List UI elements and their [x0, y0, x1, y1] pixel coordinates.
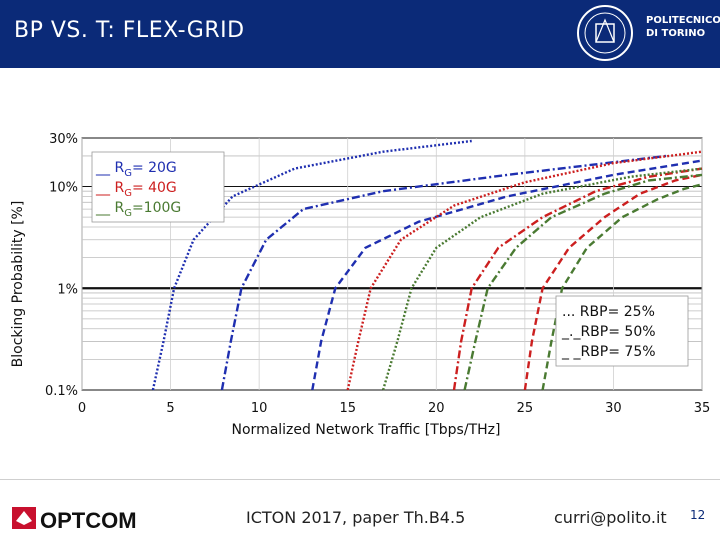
color-legend-entry: __ RG= 20G — [95, 160, 177, 179]
style-legend-box — [555, 295, 689, 367]
slide-header: BP VS. T: FLEX-GRID POLITECNICO DI TORIN… — [0, 0, 720, 68]
x-tick-label: 20 — [428, 401, 445, 416]
series-line-100G-dot — [381, 167, 703, 391]
y-tick-label: 10% — [49, 181, 78, 196]
series-line-100G-dash — [541, 183, 703, 391]
slide-title: BP VS. T: FLEX-GRID — [14, 18, 245, 43]
color-legend-entry: __ RG= 40G — [95, 180, 177, 199]
series-line-40G-dot — [346, 150, 703, 391]
x-tick-label: 5 — [166, 401, 174, 416]
series-line-20G-dashdot — [220, 154, 667, 391]
y-axis-label: Blocking Probability [%] — [10, 201, 26, 368]
series-line-100G-dashdot — [463, 173, 703, 391]
footer-divider — [0, 479, 720, 480]
y-tick-label: 1% — [57, 282, 78, 297]
x-axis-label: Normalized Network Traffic [Tbps/THz] — [232, 422, 501, 438]
color-legend-box — [91, 151, 225, 223]
x-tick-label: 0 — [78, 401, 86, 416]
x-tick-label: 25 — [517, 401, 534, 416]
optcom-logo-icon: OPTCOM — [12, 507, 137, 533]
x-tick-label: 35 — [694, 401, 711, 416]
style-legend-entry: _ _RBP= 75% — [561, 344, 656, 360]
style-legend-entry: _._RBP= 50% — [561, 324, 656, 340]
x-tick-label: 30 — [605, 401, 622, 416]
y-tick-label: 30% — [49, 132, 78, 147]
series-line-40G-dash — [523, 173, 703, 391]
optcom-logo-text: OPTCOM — [40, 508, 137, 533]
politecnico-seal-icon — [577, 5, 633, 61]
series-line-20G-dash — [311, 159, 703, 391]
series-line-40G-dashdot — [452, 167, 703, 391]
footer-venue: ICTON 2017, paper Th.B4.5 — [246, 508, 466, 527]
page-number: 12 — [690, 508, 706, 522]
y-tick-label: 0.1% — [45, 384, 78, 399]
blocking-probability-chart: 0 5 10 15 20 25 30 35 30% 10% 1% 0.1% Normalized Net… — [10, 132, 711, 438]
x-tick-label: 10 — [251, 401, 268, 416]
footer-email: curri@polito.it — [554, 508, 667, 527]
style-legend-entry: ... RBP= 25% — [562, 304, 655, 320]
politecnico-logo-text: POLITECNICO DI TORINO — [646, 15, 720, 39]
color-legend-entry: __ RG=100G — [95, 200, 181, 219]
x-tick-label: 15 — [339, 401, 356, 416]
